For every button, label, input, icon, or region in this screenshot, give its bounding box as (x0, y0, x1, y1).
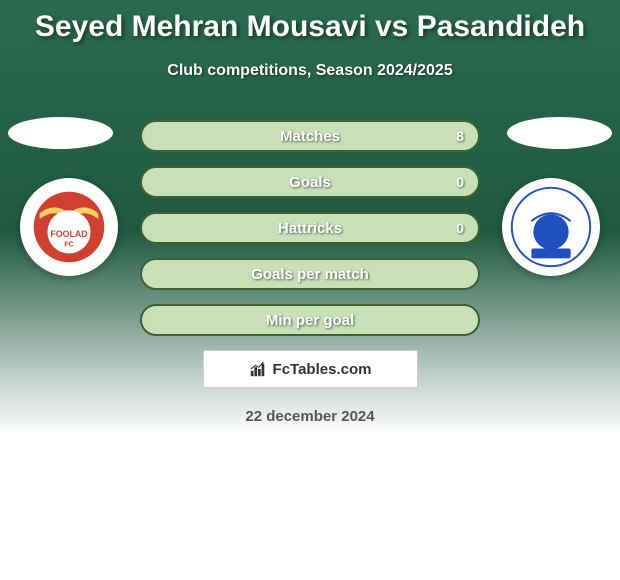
stat-row-min-per-goal: Min per goal (140, 304, 480, 336)
page-title: Seyed Mehran Mousavi vs Pasandideh (0, 0, 620, 44)
stat-label: Hattricks (278, 220, 342, 237)
stat-row-hattricks: Hattricks 0 (140, 212, 480, 244)
date-label: 22 december 2024 (0, 408, 620, 425)
stats-container: Matches 8 Goals 0 Hattricks 0 Goals per … (140, 120, 480, 336)
stat-label: Min per goal (266, 312, 354, 329)
stat-label: Goals (289, 174, 331, 191)
player-marker-right (507, 117, 612, 149)
stat-row-goals-per-match: Goals per match (140, 258, 480, 290)
stat-value-right: 0 (456, 174, 464, 190)
stat-row-goals: Goals 0 (140, 166, 480, 198)
stat-label: Goals per match (251, 266, 369, 283)
svg-text:FC: FC (64, 242, 73, 249)
club-badge-right (502, 178, 600, 276)
svg-text:FOOLAD: FOOLAD (50, 229, 87, 239)
club-badge-left: FOOLAD FC (20, 178, 118, 276)
foolad-badge-icon: FOOLAD FC (20, 178, 118, 276)
esteghlal-badge-icon (502, 178, 600, 276)
subtitle: Club competitions, Season 2024/2025 (0, 62, 620, 80)
chart-icon (249, 360, 267, 378)
stat-value-right: 8 (456, 128, 464, 144)
watermark-box: FcTables.com (203, 350, 418, 388)
stat-value-right: 0 (456, 220, 464, 236)
stat-row-matches: Matches 8 (140, 120, 480, 152)
content-area: FOOLAD FC Matches 8 Goals 0 Hattricks 0 (0, 120, 620, 425)
stat-label: Matches (280, 128, 340, 145)
watermark-text: FcTables.com (273, 361, 372, 378)
player-marker-left (8, 117, 113, 149)
